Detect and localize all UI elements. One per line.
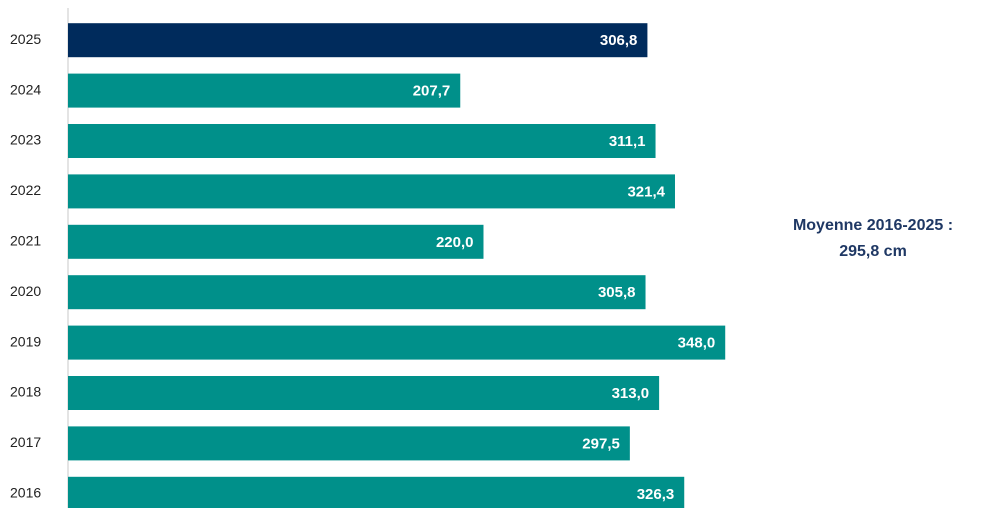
y-tick-label: 2019 [10, 333, 41, 349]
y-tick-label: 2016 [10, 485, 41, 501]
bar [68, 275, 646, 310]
value-label: 297,5 [582, 435, 620, 452]
bar [68, 174, 675, 209]
bar [68, 476, 685, 508]
value-label: 306,8 [600, 32, 638, 49]
value-label: 348,0 [678, 335, 716, 352]
y-tick-label: 2020 [10, 283, 41, 299]
y-tick-label: 2017 [10, 434, 41, 450]
bar [68, 23, 648, 58]
y-tick-label: 2018 [10, 384, 41, 400]
bar [68, 325, 726, 360]
value-label: 207,7 [413, 83, 451, 100]
value-label: 326,3 [637, 486, 675, 503]
y-tick-label: 2021 [10, 233, 41, 249]
value-label: 311,1 [609, 133, 646, 150]
y-tick-label: 2023 [10, 132, 41, 148]
bar [68, 224, 484, 259]
bar [68, 73, 461, 108]
bar [68, 426, 630, 461]
y-tick-label: 2022 [10, 182, 41, 198]
annotation: 295,8 cm [839, 243, 907, 260]
bar [68, 124, 656, 158]
bar [68, 376, 660, 410]
annotation: Moyenne 2016-2025 : [793, 217, 953, 234]
y-tick-label: 2024 [10, 81, 41, 97]
value-label: 321,4 [627, 183, 665, 200]
value-label: 220,0 [436, 234, 474, 251]
value-label: 305,8 [598, 284, 636, 301]
y-tick-label: 2025 [10, 31, 41, 47]
value-label: 313,0 [612, 385, 650, 402]
